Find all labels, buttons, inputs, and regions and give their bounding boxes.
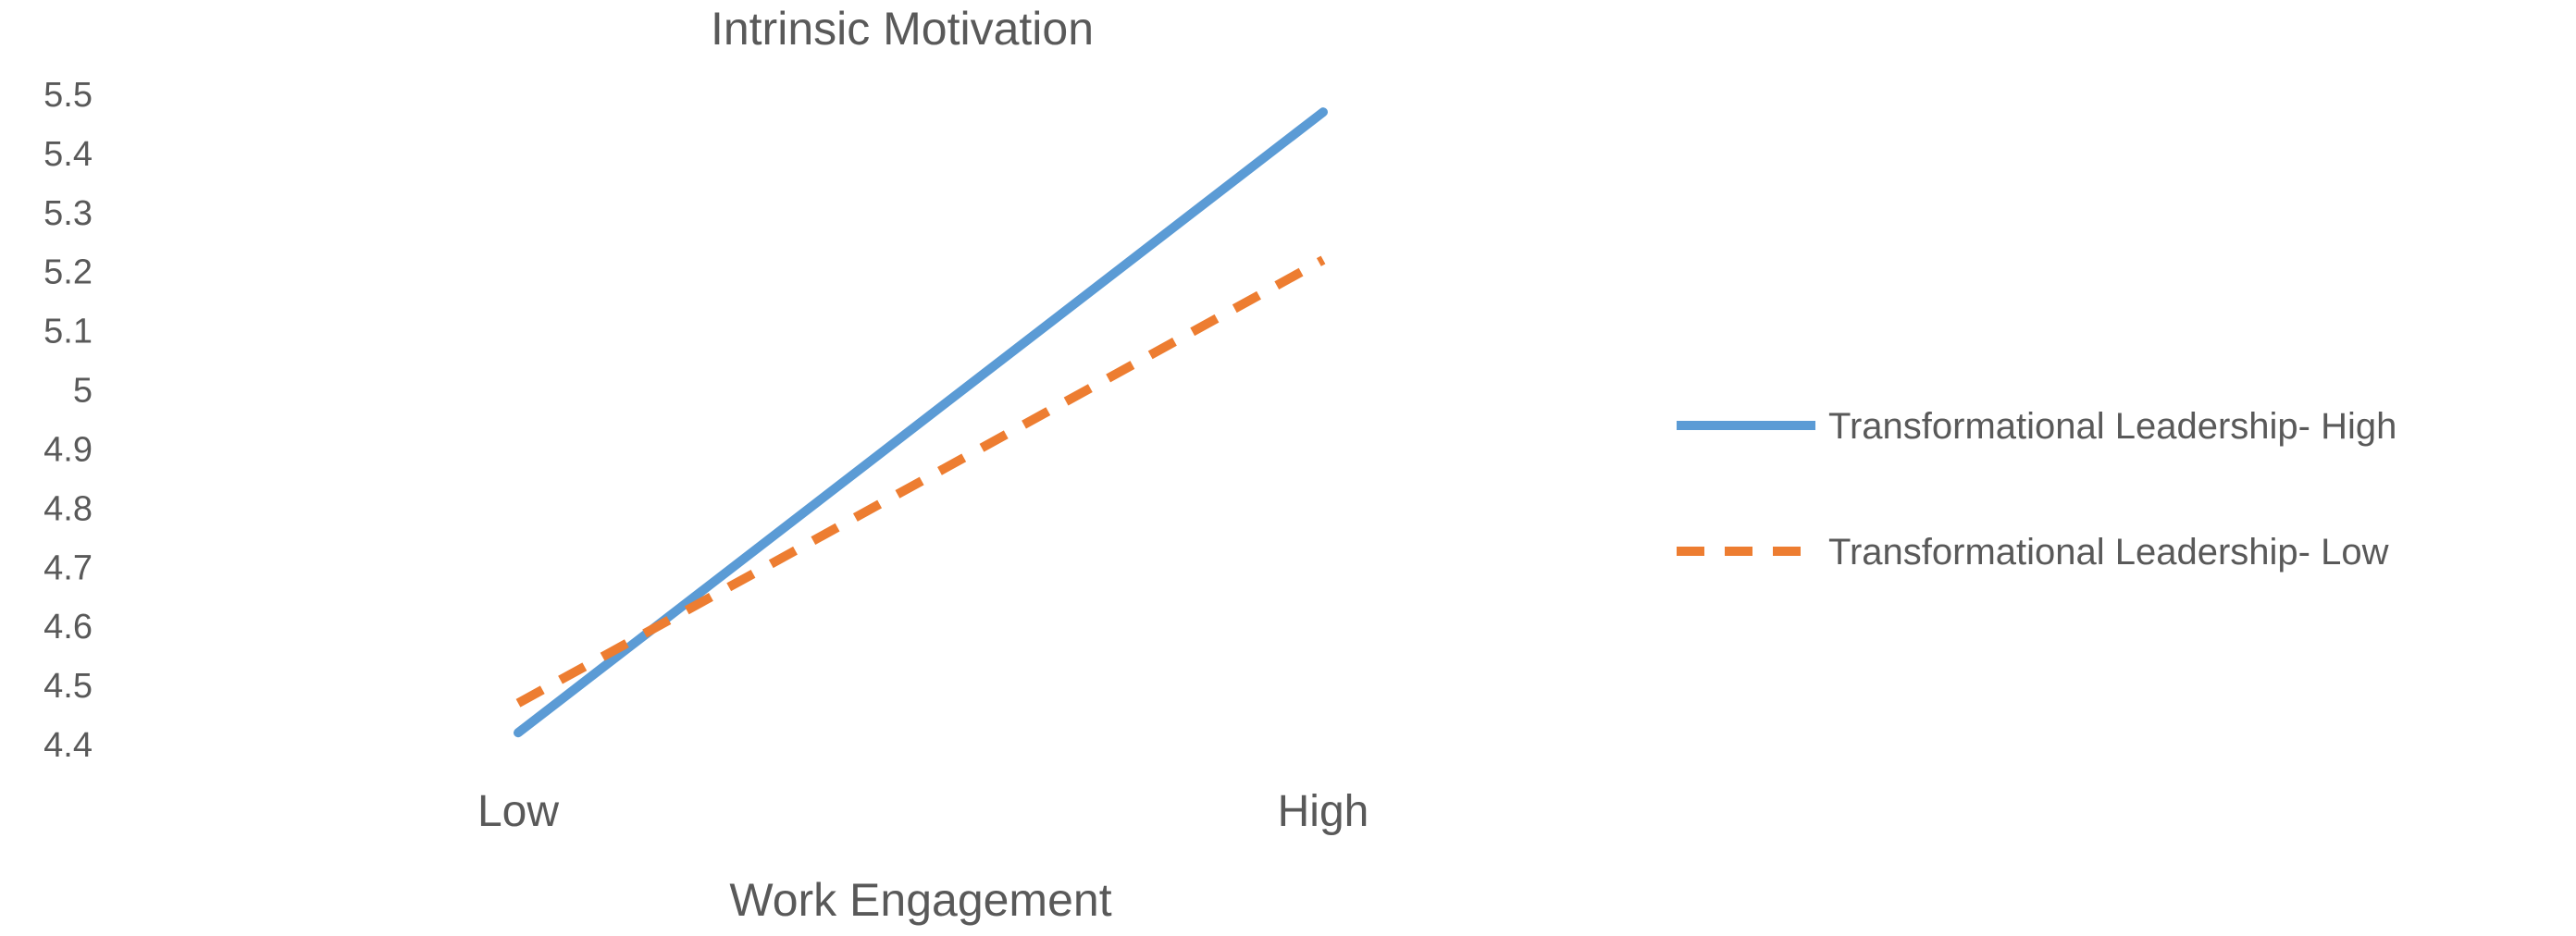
legend-label: Transformational Leadership- High (1828, 406, 2396, 447)
y-tick-label: 5.1 (43, 313, 93, 351)
x-category-label: High (1278, 787, 1369, 836)
y-tick-label: 4.4 (43, 726, 93, 765)
y-tick-label: 4.6 (43, 608, 93, 647)
legend: Transformational Leadership- High Transfo… (1677, 406, 2396, 573)
series-line-tl-low (515, 255, 1326, 708)
y-tick-label: 5.3 (43, 194, 93, 233)
y-axis-ticks: 5.5 5.4 5.3 5.2 5.1 5 4.9 4.8 4.7 4.6 4.5 4.4 (43, 76, 93, 765)
y-tick-label: 5.4 (43, 135, 93, 174)
y-tick-label: 4.9 (43, 430, 93, 469)
y-tick-label: 5 (73, 372, 93, 411)
y-tick-label: 5.5 (43, 76, 93, 115)
chart-title: Intrinsic Motivation (711, 3, 1094, 55)
x-category-label: Low (477, 787, 559, 836)
y-tick-label: 4.5 (43, 667, 93, 706)
series-lines (514, 107, 1328, 738)
x-axis-categories: Low High (477, 787, 1368, 836)
y-tick-label: 5.2 (43, 253, 93, 292)
series-line-tl-high (514, 107, 1328, 738)
y-tick-label: 4.7 (43, 548, 93, 587)
y-tick-label: 4.8 (43, 489, 93, 528)
legend-label: Transformational Leadership- Low (1828, 532, 2389, 573)
x-axis-title: Work Engagement (729, 874, 1111, 926)
